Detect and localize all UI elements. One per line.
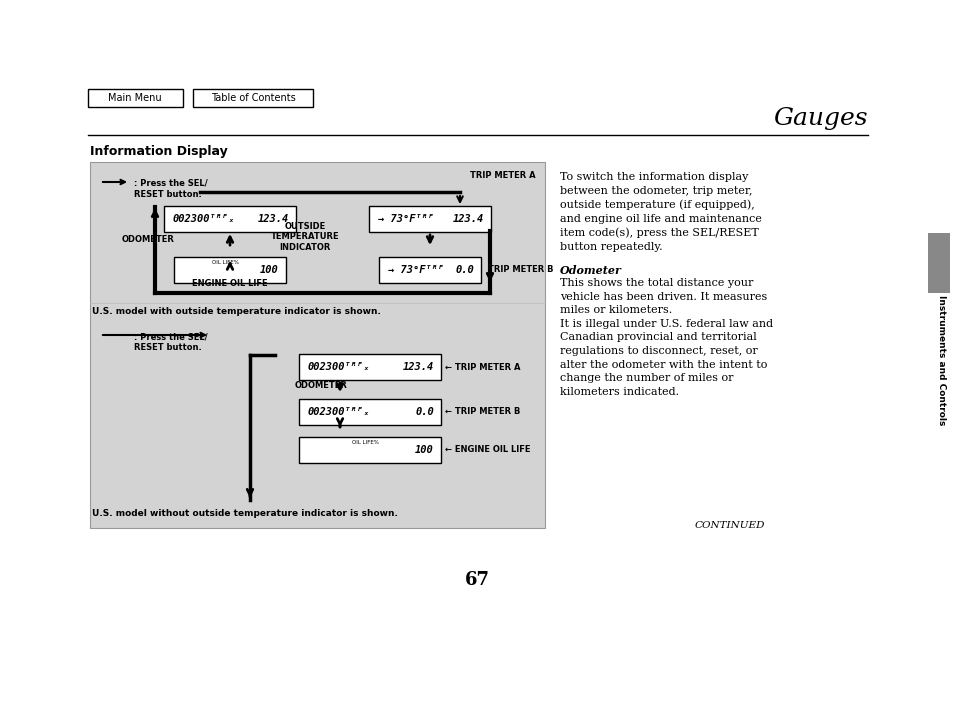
Text: Instruments and Controls: Instruments and Controls — [937, 295, 945, 425]
Text: CONTINUED: CONTINUED — [694, 520, 764, 530]
Text: TRIP METER B: TRIP METER B — [488, 266, 553, 275]
Text: TRIP METER A: TRIP METER A — [470, 170, 535, 180]
Text: 0.0: 0.0 — [415, 407, 434, 417]
Text: This shows the total distance your
vehicle has been driven. It measures
miles or: This shows the total distance your vehic… — [559, 278, 772, 397]
Text: → 73°Fᵀᴿᴾ: → 73°Fᵀᴿᴾ — [388, 265, 444, 275]
FancyBboxPatch shape — [369, 206, 491, 232]
Text: ENGINE OIL LIFE: ENGINE OIL LIFE — [192, 278, 268, 288]
Text: OUTSIDE
TEMPERATURE
INDICATOR: OUTSIDE TEMPERATURE INDICATOR — [271, 222, 339, 252]
Text: 67: 67 — [464, 571, 489, 589]
Bar — [88, 89, 183, 107]
Text: 002300ᵀᴿᴾₓ: 002300ᵀᴿᴾₓ — [308, 362, 370, 372]
Text: 100: 100 — [260, 265, 278, 275]
Text: 123.4: 123.4 — [453, 214, 483, 224]
FancyBboxPatch shape — [298, 354, 440, 380]
Bar — [90, 162, 544, 528]
FancyBboxPatch shape — [378, 257, 480, 283]
Text: → 73°Fᵀᴿᴾ: → 73°Fᵀᴿᴾ — [377, 214, 434, 224]
Text: Information Display: Information Display — [90, 146, 228, 158]
Bar — [193, 89, 313, 107]
Text: 002300ᵀᴿᴾₓ: 002300ᵀᴿᴾₓ — [308, 407, 370, 417]
Text: : Press the SEL/
RESET button.: : Press the SEL/ RESET button. — [133, 332, 208, 352]
Text: 123.4: 123.4 — [257, 214, 289, 224]
Text: ← ENGINE OIL LIFE: ← ENGINE OIL LIFE — [444, 445, 530, 454]
FancyBboxPatch shape — [164, 206, 295, 232]
Text: 100: 100 — [415, 445, 434, 455]
FancyBboxPatch shape — [298, 437, 440, 463]
FancyBboxPatch shape — [298, 399, 440, 425]
Text: 002300ᵀᴿᴾₓ: 002300ᵀᴿᴾₓ — [172, 214, 235, 224]
Text: Gauges: Gauges — [773, 107, 867, 130]
Text: ← TRIP METER A: ← TRIP METER A — [444, 363, 520, 371]
Text: U.S. model with outside temperature indicator is shown.: U.S. model with outside temperature indi… — [91, 307, 380, 317]
Text: OIL LIFE%: OIL LIFE% — [352, 440, 378, 445]
Text: Odometer: Odometer — [559, 265, 621, 276]
Text: 123.4: 123.4 — [402, 362, 434, 372]
Text: 0.0: 0.0 — [455, 265, 474, 275]
Bar — [927, 233, 949, 293]
Text: ODOMETER: ODOMETER — [294, 381, 348, 391]
Text: To switch the information display
between the odometer, trip meter,
outside temp: To switch the information display betwee… — [559, 172, 761, 251]
Text: U.S. model without outside temperature indicator is shown.: U.S. model without outside temperature i… — [91, 508, 397, 518]
Text: OIL LIFE%: OIL LIFE% — [212, 260, 238, 265]
Text: Main Menu: Main Menu — [108, 93, 162, 103]
Text: ← TRIP METER B: ← TRIP METER B — [444, 408, 519, 417]
Text: : Press the SEL/
RESET button.: : Press the SEL/ RESET button. — [133, 179, 208, 199]
FancyBboxPatch shape — [173, 257, 286, 283]
Text: Table of Contents: Table of Contents — [211, 93, 295, 103]
Text: ODOMETER: ODOMETER — [122, 236, 174, 244]
